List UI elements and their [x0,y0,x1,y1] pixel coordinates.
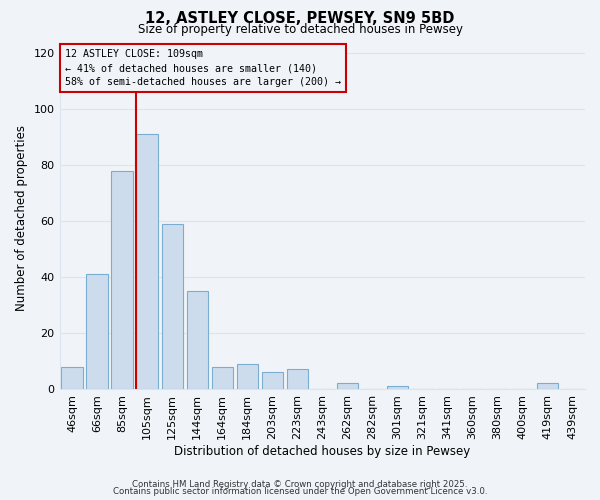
Text: Contains HM Land Registry data © Crown copyright and database right 2025.: Contains HM Land Registry data © Crown c… [132,480,468,489]
Bar [262,372,283,389]
Bar [86,274,108,389]
Text: 12, ASTLEY CLOSE, PEWSEY, SN9 5BD: 12, ASTLEY CLOSE, PEWSEY, SN9 5BD [145,11,455,26]
Bar [61,366,83,389]
Bar [387,386,408,389]
Bar [337,384,358,389]
Text: Size of property relative to detached houses in Pewsey: Size of property relative to detached ho… [137,22,463,36]
Bar [161,224,183,389]
Text: Contains public sector information licensed under the Open Government Licence v3: Contains public sector information licen… [113,487,487,496]
Y-axis label: Number of detached properties: Number of detached properties [15,125,28,311]
Bar [236,364,258,389]
Bar [136,134,158,389]
Text: 12 ASTLEY CLOSE: 109sqm
← 41% of detached houses are smaller (140)
58% of semi-d: 12 ASTLEY CLOSE: 109sqm ← 41% of detache… [65,49,341,87]
Bar [212,366,233,389]
Bar [537,384,558,389]
Bar [287,370,308,389]
Bar [187,291,208,389]
Bar [112,170,133,389]
X-axis label: Distribution of detached houses by size in Pewsey: Distribution of detached houses by size … [174,444,470,458]
